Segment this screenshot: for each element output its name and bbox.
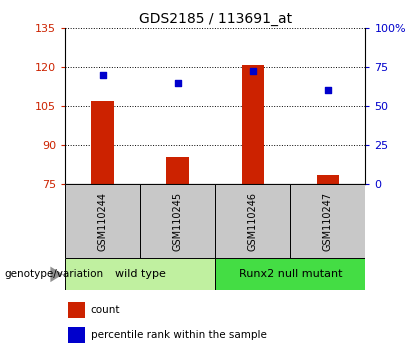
Bar	[166, 157, 189, 184]
Bar	[92, 101, 114, 184]
Text: genotype/variation: genotype/variation	[4, 269, 103, 279]
Bar	[68, 302, 84, 318]
Point	[325, 87, 331, 93]
Bar	[317, 175, 339, 184]
Bar	[65, 258, 215, 290]
Bar	[68, 327, 84, 343]
Text: GSM110247: GSM110247	[323, 192, 333, 251]
Text: count: count	[91, 305, 120, 315]
Point	[174, 80, 181, 86]
Text: percentile rank within the sample: percentile rank within the sample	[91, 330, 267, 339]
Bar	[215, 184, 290, 258]
Bar	[65, 184, 140, 258]
Bar	[241, 65, 264, 184]
Text: GSM110245: GSM110245	[173, 192, 183, 251]
Bar	[215, 258, 365, 290]
Text: Runx2 null mutant: Runx2 null mutant	[239, 269, 342, 279]
Text: GSM110246: GSM110246	[248, 192, 258, 251]
Point	[249, 68, 256, 74]
Title: GDS2185 / 113691_at: GDS2185 / 113691_at	[139, 12, 292, 26]
Polygon shape	[50, 267, 63, 282]
Point	[99, 72, 106, 78]
Bar	[140, 184, 215, 258]
Bar	[290, 184, 365, 258]
Text: GSM110244: GSM110244	[97, 192, 108, 251]
Text: wild type: wild type	[115, 269, 165, 279]
